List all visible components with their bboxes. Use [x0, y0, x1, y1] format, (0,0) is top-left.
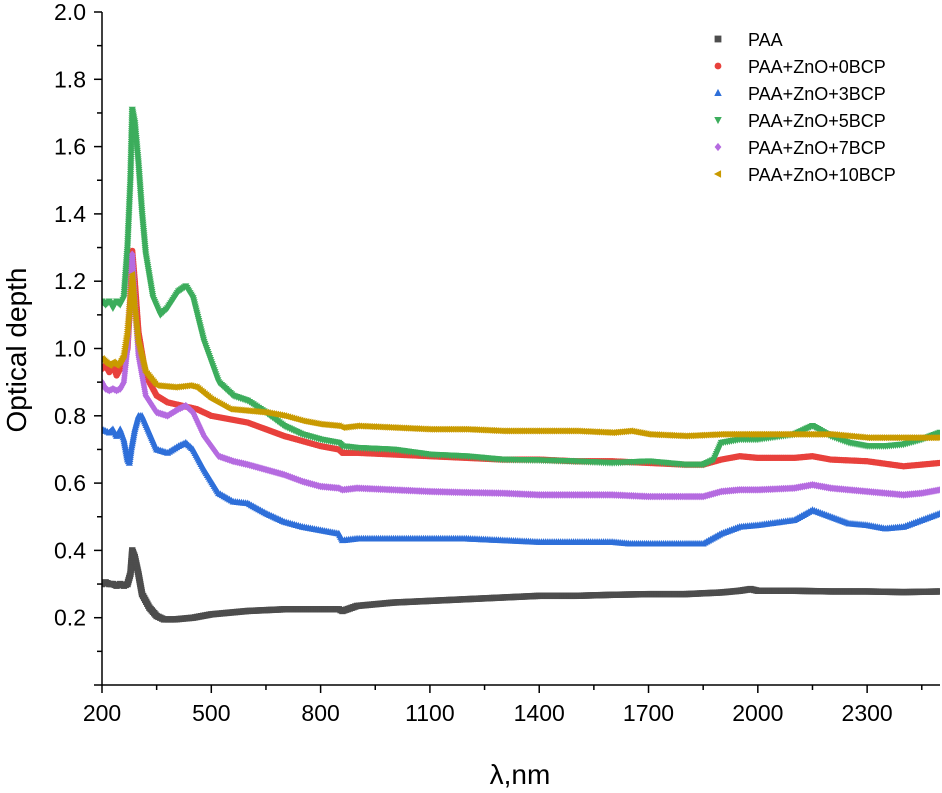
legend-marker	[714, 116, 722, 125]
series-1	[102, 547, 940, 623]
x-tick-label: 200	[83, 700, 121, 726]
y-tick-label: 1.4	[54, 201, 86, 227]
y-tick-label: 0.8	[54, 403, 86, 429]
y-axis-title: Optical depth	[1, 268, 32, 433]
y-tick-label: 0.6	[54, 470, 86, 496]
data-point	[936, 485, 940, 494]
legend-label: PAA+ZnO+10BCP	[748, 165, 896, 185]
y-tick-label: 1.6	[54, 134, 86, 160]
series-5	[102, 250, 940, 501]
x-tick-label: 1700	[623, 700, 674, 726]
series-6	[102, 270, 940, 442]
data-point	[936, 435, 940, 440]
legend-label: PAA+ZnO+7BCP	[748, 138, 886, 158]
x-tick-label: 2300	[842, 700, 893, 726]
legend-marker	[714, 62, 722, 70]
data-point	[936, 429, 940, 437]
legend-marker	[714, 88, 722, 97]
legend-marker	[714, 142, 722, 152]
x-tick-label: 1400	[514, 700, 565, 726]
legend-label: PAA	[748, 30, 783, 50]
x-tick-label: 1100	[405, 700, 454, 726]
x-tick-label: 800	[301, 700, 339, 726]
x-tick-label: 2000	[732, 700, 783, 726]
data-point	[936, 588, 940, 595]
y-tick-label: 0.2	[54, 605, 86, 631]
y-tick-label: 2.0	[54, 0, 86, 25]
series-3	[102, 411, 940, 547]
legend-label: PAA+ZnO+5BCP	[748, 111, 886, 131]
x-tick-label: 500	[192, 700, 230, 726]
x-axis-title: λ,nm	[490, 759, 551, 790]
legend-marker	[713, 170, 722, 178]
legend-marker	[714, 35, 722, 43]
y-tick-label: 1.0	[54, 336, 86, 362]
ticks-layer: 200 500 800 1100 1400 1700 2000 2300 0.2 0.4 0.6 0.…	[54, 0, 923, 726]
y-tick-label: 1.8	[54, 66, 86, 92]
series-4	[102, 106, 940, 469]
y-tick-label: 0.4	[54, 537, 86, 563]
y-tick-label: 1.2	[54, 268, 86, 294]
data-point	[936, 459, 940, 467]
legend-label: PAA+ZnO+0BCP	[748, 57, 886, 77]
legend: PAA PAA+ZnO+0BCP PAA+ZnO+3BCP PAA+ZnO+5BCP P…	[713, 30, 896, 185]
data-point	[936, 509, 940, 517]
series-layer	[102, 106, 940, 623]
legend-label: PAA+ZnO+3BCP	[748, 84, 886, 104]
